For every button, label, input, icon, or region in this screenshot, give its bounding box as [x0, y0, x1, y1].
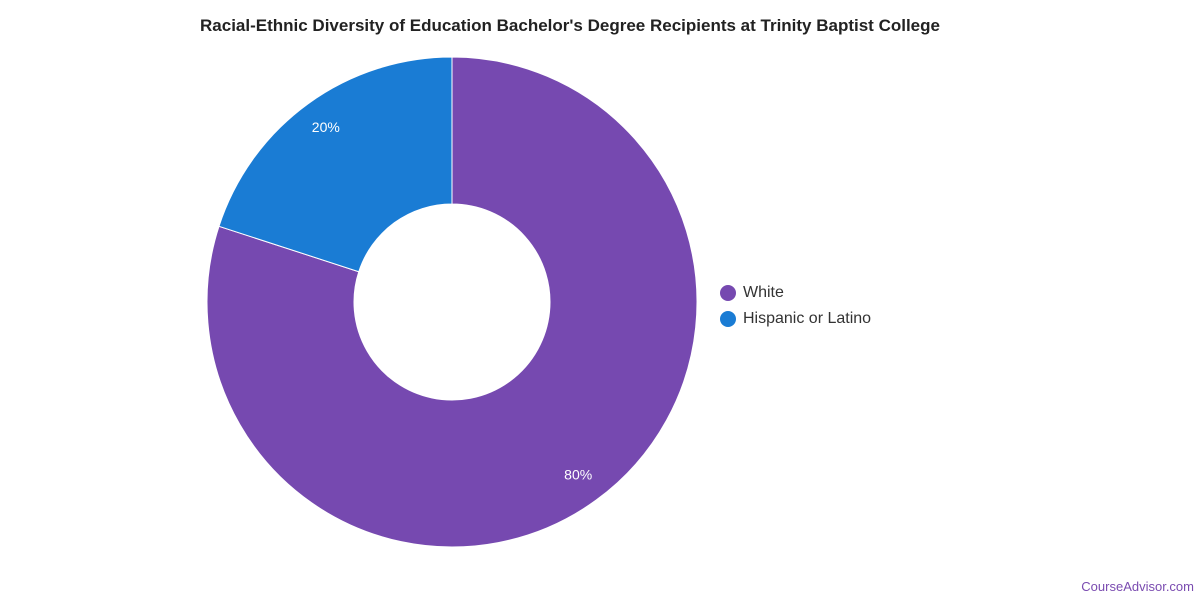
legend-swatch-hispanic-or-latino: [720, 311, 736, 327]
legend-item-hispanic-or-latino[interactable]: Hispanic or Latino: [720, 306, 871, 332]
chart-legend: White Hispanic or Latino: [720, 280, 871, 332]
legend-item-white[interactable]: White: [720, 280, 871, 306]
legend-swatch-white: [720, 285, 736, 301]
slice-label-hispanic-or-latino: 20%: [312, 119, 340, 135]
slice-white[interactable]: [206, 56, 698, 548]
watermark-link[interactable]: CourseAdvisor.com: [1081, 579, 1194, 594]
legend-label-hispanic-or-latino: Hispanic or Latino: [743, 310, 872, 327]
chart-title: Racial-Ethnic Diversity of Education Bac…: [200, 16, 940, 35]
slice-label-white: 80%: [564, 466, 592, 482]
legend-label-white: White: [743, 284, 784, 301]
slice-hispanic-or-latino[interactable]: [218, 56, 453, 273]
